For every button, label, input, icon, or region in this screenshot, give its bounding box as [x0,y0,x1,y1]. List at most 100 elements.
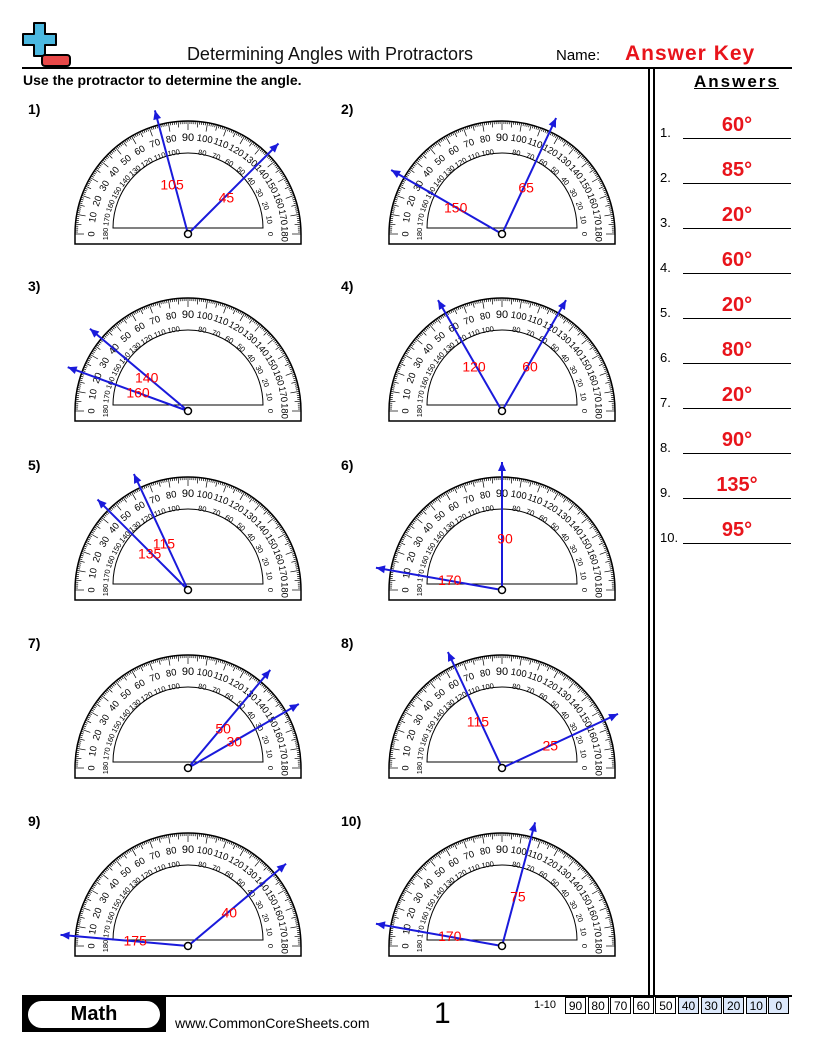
scale-tick [81,729,91,733]
scale-tick [124,496,127,500]
outer-scale-label: 100 [510,310,528,324]
scale-tick [468,481,471,485]
scale-tick [289,901,293,904]
scale-tick [440,495,443,498]
scale-tick [397,545,401,548]
scale-tick [227,128,229,132]
scale-tick [274,876,278,879]
arrowhead-icon [528,822,537,833]
inner-scale-label: 0 [266,588,275,592]
scale-tick [90,175,94,178]
scale-tick [608,206,612,208]
scale-tick [262,507,266,510]
scale-tick [537,304,541,314]
scale-tick [563,141,568,147]
inner-scale-label: 60 [537,869,549,881]
scale-tick [132,490,135,494]
scale-tick [249,674,252,678]
arrowhead-icon [447,651,456,662]
scale-tick [559,849,563,853]
inner-scale-label: 110 [153,150,167,163]
scale-tick [608,579,615,582]
scale-tick [280,349,283,352]
scale-tick [110,507,114,510]
scale-tick [291,381,298,384]
scale-tick [77,744,81,746]
ray-angle-label: 150 [444,200,468,216]
scale-tick [150,304,153,308]
scale-tick [99,518,103,522]
outer-scale-label: 0 [401,231,412,236]
scale-tick [75,223,82,226]
scale-tick [221,303,224,307]
scale-tick [531,125,534,129]
answer-value: 85° [721,159,753,181]
scale-tick [405,707,409,711]
scale-tick [263,509,269,515]
scale-tick [405,350,409,354]
inner-scale-label: 110 [467,506,481,519]
scale-tick [570,857,574,861]
scale-tick [295,568,299,570]
outer-scale-label: 0 [401,765,412,770]
inner-scale-label: 80 [511,504,521,514]
scale-tick [143,663,146,667]
scale-tick [397,547,401,550]
scale-tick [474,480,476,484]
scale-tick [412,164,416,167]
scale-tick [116,322,120,326]
scale-tick [177,298,180,305]
scale-tick [77,924,81,926]
scale-tick [535,482,538,486]
scale-tick [463,839,467,849]
scale-tick [608,757,615,760]
scale-tick [94,347,98,350]
outer-scale-label: 170 [590,565,604,583]
scale-tick [121,319,124,323]
scale-tick [264,864,267,868]
scale-tick [604,370,608,372]
inner-scale-label: 100 [481,681,495,692]
scale-tick [594,528,597,531]
scale-tick [223,127,227,137]
scale-tick [440,851,443,854]
scale-tick [273,162,277,166]
scale-tick [419,690,422,694]
inner-scale-label: 110 [467,150,481,163]
scale-tick [551,845,554,849]
scale-tick [132,668,135,672]
scale-tick [96,344,100,347]
outer-scale-label: 110 [526,492,544,508]
scale-tick [106,155,110,158]
scale-tick [245,849,249,853]
scale-tick [395,195,405,199]
outer-scale-label: 110 [212,848,230,864]
scale-tick [115,147,122,155]
scale-tick [424,863,428,866]
scale-tick [464,661,467,665]
scale-tick [235,488,238,492]
scale-tick [607,914,611,917]
scale-tick [603,191,607,194]
scale-tick [208,479,210,483]
scale-tick [290,570,300,573]
scale-tick [239,669,245,679]
scale-tick [524,479,526,483]
scale-tick [138,666,141,670]
scale-tick [291,373,295,376]
scale-tick [156,837,159,841]
scale-tick [255,144,258,148]
scale-tick [609,210,613,212]
scale-tick [587,518,591,522]
scale-tick [208,657,210,661]
scale-tick [93,528,96,531]
scale-tick [208,300,210,304]
scale-tick [608,383,612,385]
answer-number: 6. [660,350,671,365]
scale-tick [559,314,563,318]
answer-value: 20° [721,384,753,406]
scale-tick [599,907,609,911]
scale-tick [402,357,406,360]
scale-tick [275,702,281,707]
